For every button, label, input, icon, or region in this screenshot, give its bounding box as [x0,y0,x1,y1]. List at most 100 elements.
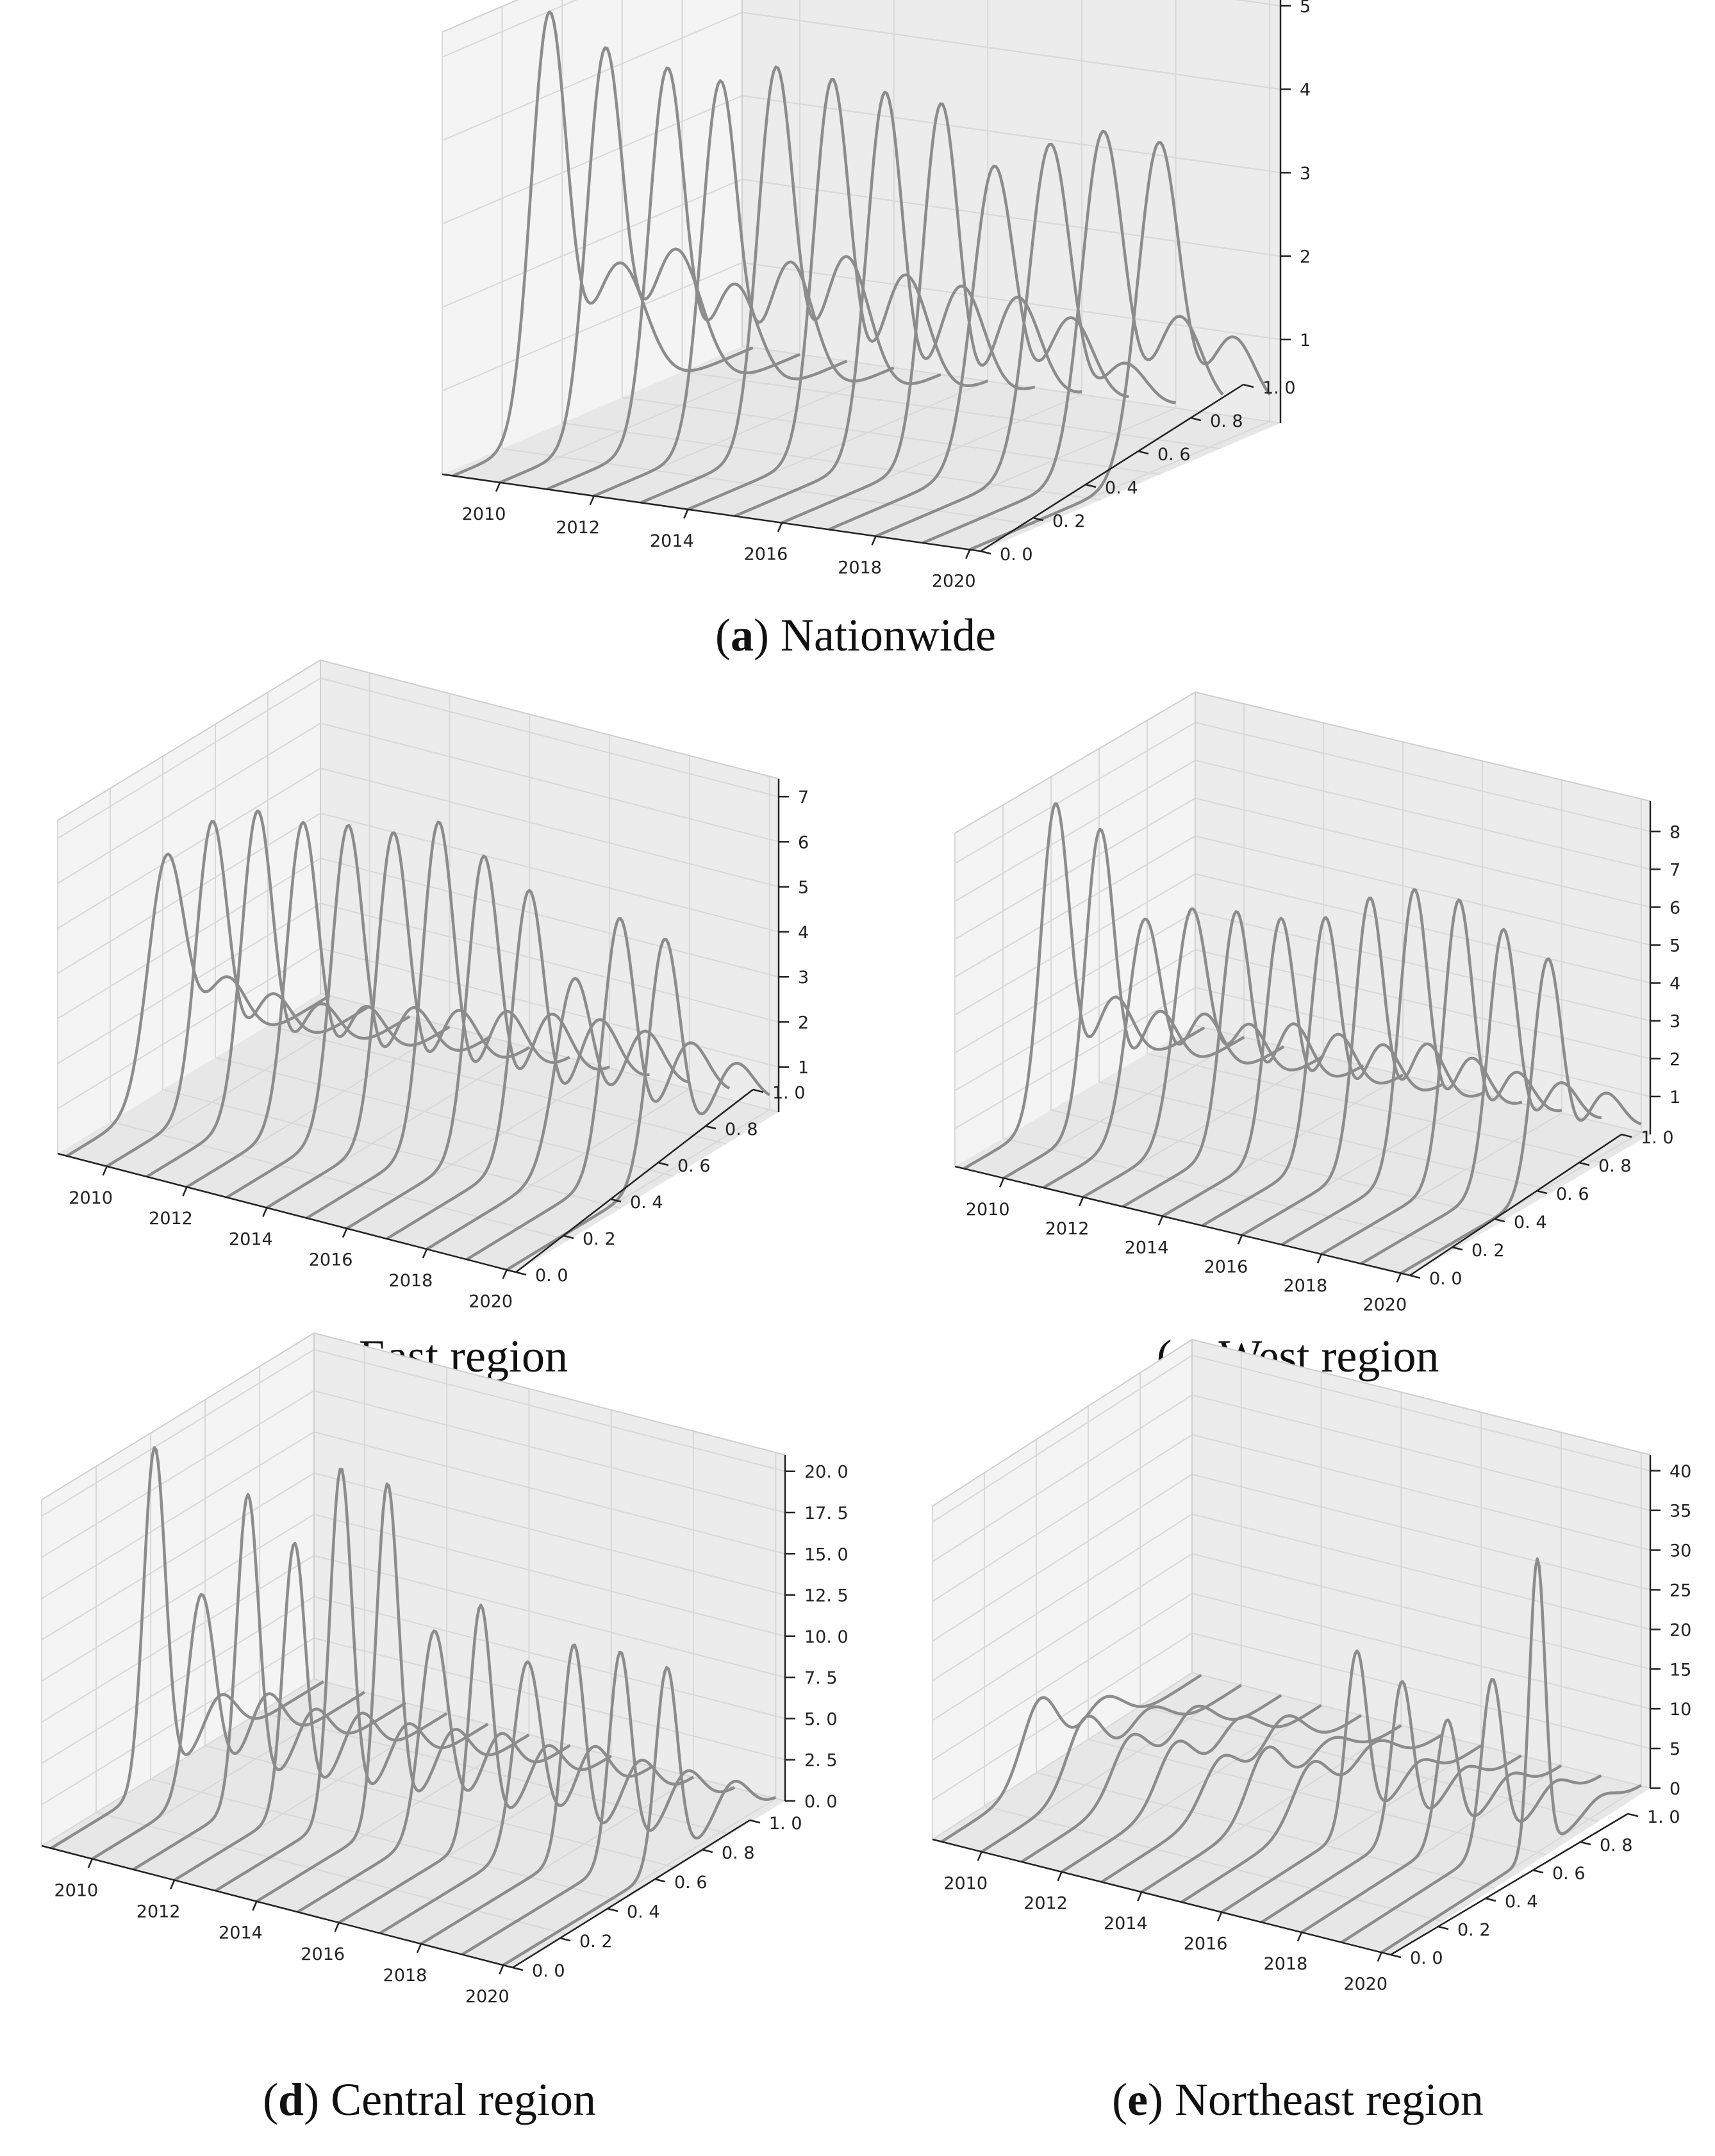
density-curve-2012 [186,820,451,1189]
x-tick-label: 2020 [465,1987,510,2007]
density-curve-2013 [1100,1714,1363,1884]
density-curves [941,1557,1642,1954]
panel-caption: (a) Nationwide [715,609,996,661]
y-tick-label: 0. 4 [1105,478,1138,498]
y-tick-mark [752,1088,764,1093]
x-tick-label: 2016 [301,1945,345,1964]
y-tick-label: 0. 4 [1505,1892,1538,1912]
x-tick-mark [1237,1234,1243,1245]
x-tick-label: 2012 [1023,1894,1068,1914]
density-curve-2020 [506,938,770,1272]
y-tick-label: 0. 6 [674,1873,708,1893]
x-tick-label: 2014 [1104,1914,1148,1934]
density-curve-2010 [981,1684,1242,1853]
z-tick-label: 5. 0 [804,1709,838,1729]
z-tick-label: 2 [798,1013,809,1032]
y-tick-mark [1390,1953,1402,1959]
density-curve-2013 [226,824,491,1199]
y-tick-label: 0. 6 [1552,1864,1586,1884]
y-tick-label: 0. 8 [1210,411,1243,431]
x-tick-label: 2010 [54,1880,98,1900]
x-tick-label: 2020 [932,572,976,592]
density-curve-2013 [640,65,941,504]
x-tick-label: 2016 [744,545,788,565]
density-curve-2019 [1360,927,1602,1265]
y-tick-label: 1. 0 [769,1814,802,1834]
density-curve-2009 [50,1446,324,1850]
y-tick-mark [607,1907,618,1912]
x-axis-line [954,1165,1411,1277]
density-curve-2016 [781,102,1082,524]
y-tick-label: 1. 0 [772,1083,806,1103]
density-curve-2015 [297,1629,571,1914]
pane-edges [442,0,743,346]
left-pane [58,660,320,1154]
density-curve-2014 [1161,916,1404,1218]
z-tick-label: 20. 0 [804,1463,849,1482]
density-curve-2020 [969,141,1272,551]
y-tick-label: 1. 0 [1263,378,1296,398]
x-tick-label: 2010 [943,1873,988,1893]
y-tick-label: 0. 0 [1000,545,1033,565]
axes [57,779,780,1273]
panel-nationwide: 2010 2012 2014 2016 2018 2020 0. 0 0. 2 0. 4 0. 6… [442,0,1311,661]
x-tick-label: 2018 [383,1966,427,1986]
caption-letter: e [1127,2074,1148,2125]
z-tick-label: 0. 0 [804,1792,838,1812]
x-axis-line [57,1152,517,1273]
x-tick-label: 2012 [556,518,600,538]
density-curve-2013 [1122,910,1364,1208]
x-tick-mark [102,1166,108,1176]
z-tick-label: 5 [1300,0,1311,17]
y-tick-label: 0. 2 [583,1229,616,1249]
z-tick-label: 1 [798,1058,809,1078]
caption-letter: d [278,2074,304,2125]
x-tick-label: 2016 [309,1250,353,1270]
x-tick-label: 2020 [1343,1974,1388,1994]
z-tick-label: 20 [1669,1620,1691,1640]
y-tick-label: 0. 2 [1052,511,1086,531]
x-tick-label: 2012 [1045,1219,1089,1239]
x-tick-mark [683,509,689,519]
y-tick-label: 1. 0 [1647,1807,1680,1827]
y-tick-label: 0. 8 [725,1120,758,1140]
caption-close-paren: ) [304,2074,331,2125]
z-tick-label: 1 [1300,331,1311,351]
x-tick-mark [1157,1216,1164,1226]
x-tick-mark [342,1228,348,1238]
x-tick-label: 2010 [69,1188,113,1208]
z-tick-label: 2 [1669,1050,1680,1070]
z-tick-label: 6 [798,833,809,852]
x-tick-label: 2020 [1363,1295,1407,1315]
caption-title: Northeast region [1175,2074,1484,2125]
panel-central-region: 2010 2012 2014 2016 2018 2020 0. 0 0. 2 0. 4 0. 6… [41,1332,849,2125]
x-tick-label: 2012 [149,1209,193,1229]
z-tick-label: 15. 0 [804,1545,849,1564]
x-tick-mark [416,1943,422,1953]
x-tick-mark [1057,1871,1063,1882]
x-tick-mark [169,1880,176,1890]
z-tick-label: 15 [1669,1660,1691,1680]
z-tick-label: 2. 5 [804,1751,838,1771]
z-tick-label: 7 [798,788,809,808]
caption-close-paren: ) [1148,2074,1175,2125]
x-tick-label: 2018 [389,1271,433,1291]
y-axis-line [980,383,1244,552]
density-curve-2014 [687,78,989,511]
z-tick-label: 6 [1669,898,1680,918]
y-tick-label: 0. 0 [1429,1269,1462,1289]
y-tick-mark [654,1878,666,1883]
density-curve-2012 [1082,907,1325,1198]
z-tick-label: 0 [1669,1779,1680,1799]
y-tick-mark [1578,1161,1590,1166]
y-tick-label: 0. 4 [627,1902,660,1922]
axes [442,0,1282,552]
x-tick-label: 2014 [650,531,694,551]
x-tick-label: 2010 [966,1200,1010,1220]
y-tick-mark [1243,383,1254,388]
y-tick-mark [559,1937,571,1942]
density-curve-2019 [1341,1678,1602,1944]
z-tick-label: 10 [1669,1700,1691,1720]
z-tick-label: 30 [1669,1541,1691,1561]
